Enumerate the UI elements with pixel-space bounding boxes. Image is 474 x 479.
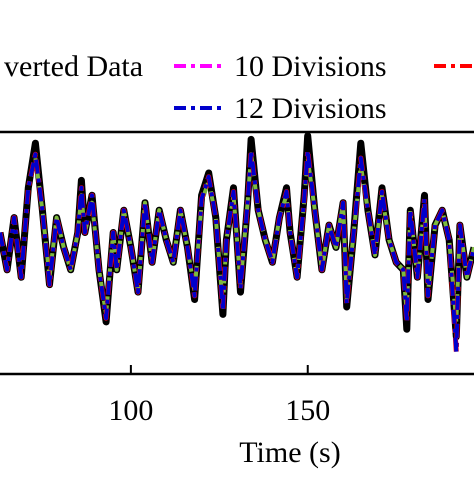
legend-label-3: 12 Divisions — [234, 92, 387, 125]
series-layer — [0, 132, 474, 355]
x-axis-label: Time (s) — [239, 436, 340, 469]
series-line-3 — [0, 148, 474, 354]
x-tick-label-1: 150 — [285, 394, 330, 427]
x-axis: 100 150 — [108, 365, 330, 427]
legend-label-0: verted Data — [4, 50, 143, 83]
legend: verted Data 10 Divisions 12 Divisions — [4, 50, 474, 125]
x-tick-label-0: 100 — [108, 394, 153, 427]
legend-label-1: 10 Divisions — [234, 50, 387, 83]
